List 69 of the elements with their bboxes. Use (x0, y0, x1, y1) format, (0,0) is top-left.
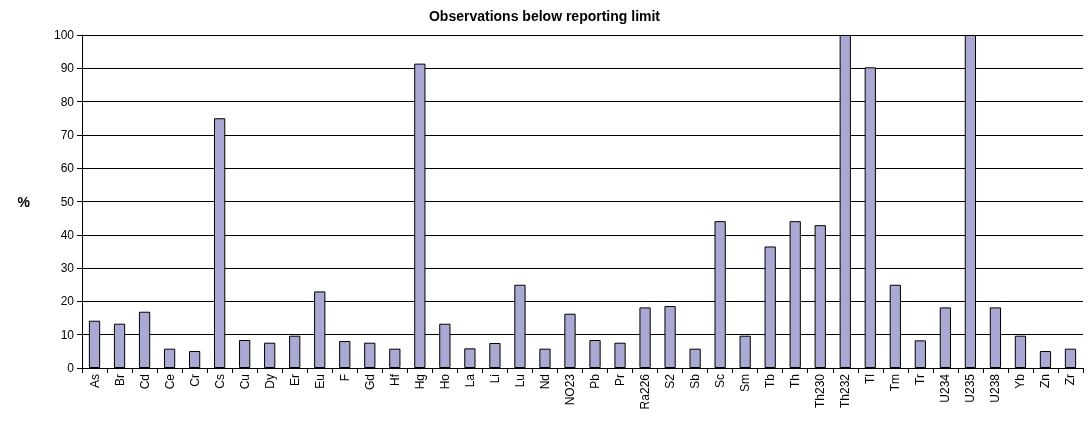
x-tick-label: La (462, 373, 477, 388)
bar (163, 348, 176, 368)
y-tick-label: 50 (60, 194, 75, 209)
x-tick-label: Ce (162, 373, 177, 390)
x-tick-label: F (337, 374, 352, 382)
x-tick-label: Cd (137, 374, 152, 390)
bar (339, 341, 351, 368)
chart-title: Observations below reporting limit (428, 8, 661, 24)
y-tick-label: 80 (60, 94, 75, 109)
x-tick-label: Gd (362, 374, 377, 391)
x-tick-label: Sb (688, 373, 703, 389)
bar (239, 340, 251, 368)
x-tick-label: Th230 (813, 373, 828, 409)
y-tick-label: 100 (53, 28, 75, 42)
bar (914, 340, 926, 368)
x-tick-label: Er (287, 374, 302, 386)
bar (389, 348, 401, 368)
bar (188, 351, 201, 368)
x-tick-label: S2 (663, 373, 678, 389)
x-tick-label: Tm (888, 374, 903, 392)
x-tick-label: U235 (963, 373, 978, 403)
x-tick-label: Cu (237, 374, 252, 390)
x-tick-label: Tb (763, 373, 778, 389)
x-tick-label: Li (487, 374, 502, 384)
x-tick-label: Eu (312, 374, 327, 389)
x-tick-label: Cs (212, 374, 227, 389)
x-tick-label: Sm (738, 374, 753, 392)
y-tick-label: 20 (60, 294, 75, 309)
bar (264, 342, 276, 368)
y-tick-label: 60 (60, 161, 75, 176)
x-tick-label: Ho (437, 373, 452, 390)
y-tick-label: 40 (60, 227, 75, 242)
y-axis-title: % (17, 193, 31, 210)
x-tick-label: Tl (863, 374, 878, 384)
bar (689, 348, 701, 368)
x-tick-label: Hg (412, 374, 427, 390)
bar (1064, 348, 1077, 368)
bar (489, 343, 501, 368)
bar (614, 342, 626, 368)
x-tick-label: Pr (613, 374, 628, 386)
x-tick-label: Th (788, 374, 803, 389)
x-tick-label: Dy (262, 374, 277, 389)
x-tick-label: Yb (1013, 373, 1028, 389)
y-tick-label: 0 (67, 361, 75, 375)
x-tick-label: U238 (988, 373, 1003, 403)
bar (589, 340, 601, 368)
x-tick-label: Cr (187, 374, 202, 387)
x-tick-label: Sc (713, 374, 728, 389)
x-tick-label: U234 (938, 373, 953, 403)
x-tick-label: Hf (387, 373, 402, 386)
y-tick-label: 70 (60, 127, 75, 142)
x-tick-label: Th232 (838, 373, 853, 409)
y-tick-label: 10 (60, 327, 75, 342)
x-tick-label: Tr (913, 374, 928, 385)
x-tick-label: Nd (537, 374, 552, 390)
x-tick-label: Br (112, 374, 127, 386)
x-tick-label: Zn (1038, 374, 1053, 389)
bar (364, 342, 376, 368)
x-tick-label: Pb (588, 373, 603, 389)
x-tick-label: Lu (512, 374, 527, 388)
x-tick-label: NO23 (562, 373, 577, 406)
bar (464, 348, 476, 368)
y-tick-label: 90 (60, 61, 75, 76)
x-tick-label: As (87, 374, 102, 389)
y-tick-label: 30 (60, 261, 75, 276)
bar (539, 348, 551, 368)
x-tick-label: Zr (1063, 374, 1078, 386)
x-tick-label: Ra226 (638, 373, 653, 410)
bar (1039, 351, 1052, 368)
